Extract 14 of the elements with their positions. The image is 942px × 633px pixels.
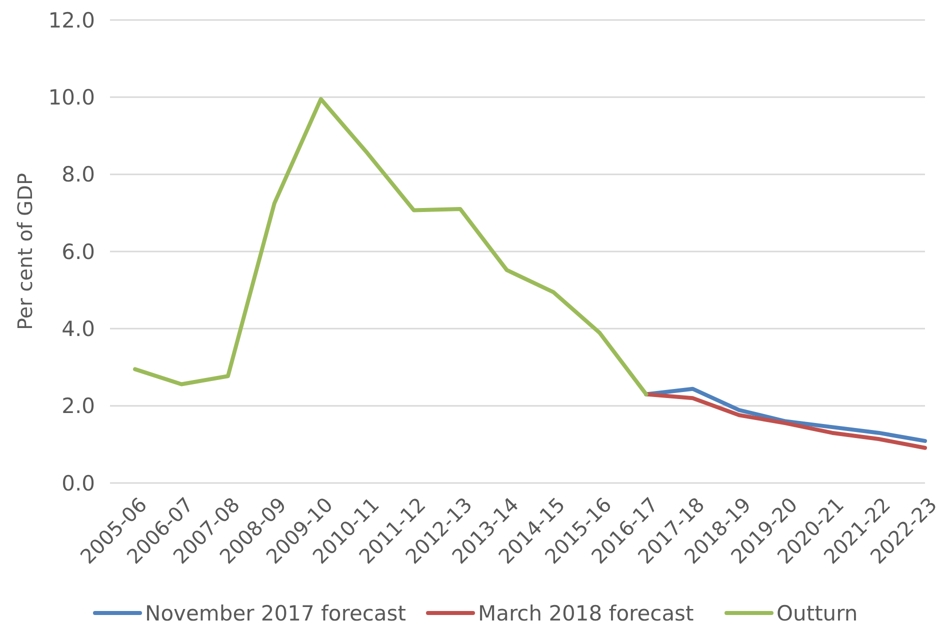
y-tick-label: 2.0: [62, 394, 95, 418]
y-tick-label: 12.0: [48, 8, 95, 32]
line-series: [644, 386, 927, 443]
y-tick-label: 8.0: [62, 162, 95, 187]
y-tick-label: 6.0: [62, 240, 95, 264]
y-tick-label: 0.0: [62, 471, 95, 496]
y-tick-label: 4.0: [62, 317, 95, 342]
y-tick-label: 10.0: [48, 86, 95, 110]
y-axis-title: Per cent of GDP: [13, 172, 37, 330]
line-series: [133, 97, 648, 396]
legend-label: Outturn: [776, 601, 858, 626]
legend-label: November 2017 forecast: [145, 601, 406, 626]
line-series: [644, 392, 927, 450]
legend-label: March 2018 forecast: [478, 601, 694, 626]
